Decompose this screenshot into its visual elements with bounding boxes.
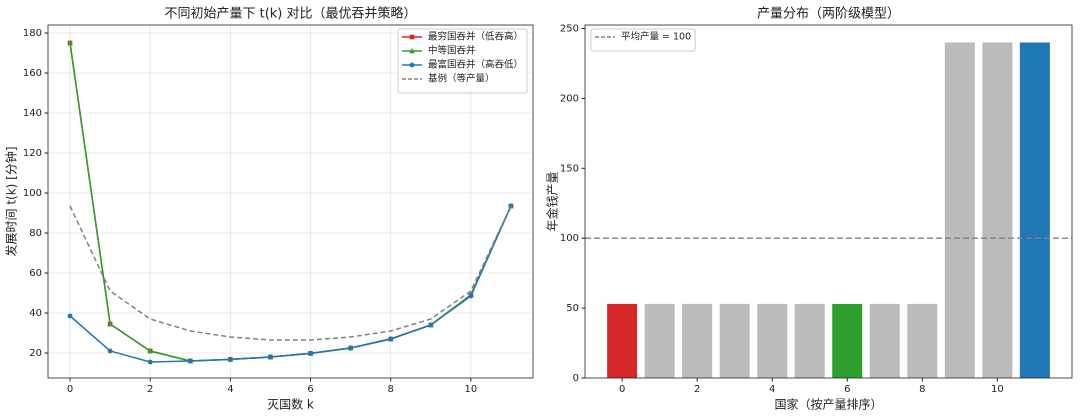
bar: [982, 42, 1013, 378]
x-tick-label: 2: [147, 384, 153, 395]
series-line: [69, 205, 512, 363]
legend-marker: [409, 62, 415, 68]
x-tick-label: 8: [919, 384, 925, 395]
plot-frame: [584, 24, 1073, 379]
x-tick-label: 0: [619, 384, 625, 395]
marker: [187, 358, 193, 364]
y-tick-label: 100: [560, 233, 579, 244]
bar: [607, 303, 638, 378]
y-tick-label: 180: [23, 28, 42, 39]
bar: [719, 303, 750, 378]
bar: [944, 42, 975, 378]
legend: 平均产量 = 100: [590, 28, 696, 52]
y-tick-label: 160: [23, 68, 42, 79]
x-tick-label: 2: [694, 384, 700, 395]
bar: [1019, 42, 1050, 378]
x-tick-label: 10: [465, 384, 478, 395]
marker: [348, 345, 354, 351]
y-tick-label: 250: [560, 23, 579, 34]
x-axis-label: 灭国数 k: [267, 397, 314, 412]
marker: [107, 321, 113, 327]
y-tick-label: 200: [560, 93, 579, 104]
y-axis-label: 年金钱产量: [545, 171, 560, 231]
marker: [468, 293, 474, 299]
marker: [107, 348, 113, 354]
y-tick-label: 150: [560, 163, 579, 174]
bar: [869, 303, 900, 378]
y-tick-label: 20: [29, 348, 42, 359]
x-tick-label: 0: [67, 384, 73, 395]
legend-label: 最富国吞并（高吞低）: [428, 59, 523, 71]
bar: [907, 303, 938, 378]
marker: [428, 322, 434, 328]
y-tick-label: 40: [29, 308, 42, 319]
y-tick-label: 80: [29, 228, 42, 239]
y-tick-label: 50: [566, 303, 579, 314]
marker: [147, 359, 153, 365]
legend-marker: [409, 48, 415, 54]
plot-frame: [47, 24, 534, 379]
y-tick-label: 100: [23, 188, 42, 199]
y-tick-label: 140: [23, 108, 42, 119]
marker: [388, 336, 394, 342]
marker: [268, 354, 273, 360]
marker: [308, 351, 313, 356]
y-axis-label: 发展时间 t(k) [分钟]: [4, 146, 19, 256]
bar: [794, 303, 825, 378]
x-tick-label: 8: [388, 384, 394, 395]
marker: [67, 40, 73, 46]
legend-label: 最穷国吞并（低吞高）: [428, 31, 523, 43]
x-tick-label: 6: [844, 384, 850, 395]
x-axis-label: 国家（按产量排序）: [774, 397, 882, 412]
y-tick-label: 120: [23, 148, 42, 159]
x-tick-label: 10: [991, 384, 1004, 395]
series-line: [69, 205, 512, 341]
chart-title: 产量分布（两阶级模型）: [757, 7, 900, 22]
legend-box: [397, 28, 528, 94]
x-tick-label: 4: [769, 384, 775, 395]
y-tick-label: 60: [29, 268, 42, 279]
bar: [644, 303, 675, 378]
marker: [227, 357, 233, 362]
bar: [757, 303, 788, 378]
bar: [832, 303, 863, 378]
legend-marker: [409, 34, 415, 40]
legend-box: [590, 28, 696, 52]
marker: [147, 348, 154, 354]
marker: [67, 313, 73, 319]
y-tick-label: 0: [573, 373, 579, 384]
chart-title: 不同初始产量下 t(k) 对比（最优吞并策略）: [164, 6, 416, 22]
legend-label: 基例（等产量）: [428, 73, 495, 85]
bar: [682, 303, 713, 378]
x-tick-label: 4: [227, 384, 233, 395]
x-tick-label: 6: [307, 384, 313, 395]
legend-label: 平均产量 = 100: [621, 31, 691, 43]
legend-label: 中等国吞并: [428, 45, 476, 57]
